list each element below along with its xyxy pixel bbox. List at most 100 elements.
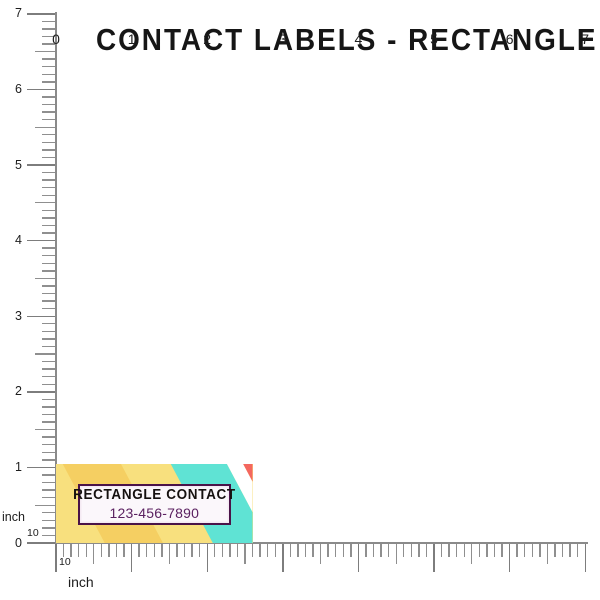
vertical-ruler-tick <box>35 126 55 128</box>
horizontal-ruler-tick <box>448 544 450 557</box>
horizontal-ruler-tick <box>471 544 473 564</box>
horizontal-ruler-tick <box>85 544 87 557</box>
horizontal-ruler-tick <box>274 544 276 557</box>
horizontal-ruler-tick <box>493 544 496 557</box>
horizontal-ruler-tick <box>319 544 322 564</box>
vertical-ruler-tick <box>35 428 55 431</box>
vertical-ruler-tick <box>42 481 55 484</box>
horizontal-ruler-tick <box>259 544 261 557</box>
horizontal-ruler-tick <box>418 544 420 557</box>
vertical-ruler-tick <box>27 164 55 166</box>
horizontal-ruler-tick <box>524 544 526 557</box>
vertical-ruler-spine <box>55 12 57 543</box>
horizontal-ruler-tick <box>335 544 337 557</box>
horizontal-ruler-tick <box>176 544 178 557</box>
vertical-ruler-tick <box>42 96 55 98</box>
vertical-ruler-tick <box>42 73 55 75</box>
vertical-ruler-tick <box>42 156 55 159</box>
horizontal-ruler-tick <box>539 544 541 557</box>
label-inner-box: RECTANGLE CONTACT 123-456-7890 <box>73 483 235 525</box>
vertical-ruler-number: 1 <box>15 459 22 474</box>
horizontal-ruler-tick <box>478 544 481 557</box>
vertical-ruler-unit-label: inch <box>2 510 25 524</box>
horizontal-ruler-tick <box>206 544 209 572</box>
vertical-ruler-tick <box>42 149 55 151</box>
vertical-ruler-tick <box>42 81 55 83</box>
horizontal-ruler-tick <box>350 544 352 557</box>
vertical-ruler-tick <box>42 451 55 453</box>
label-phone-number: 123-456-7890 <box>109 504 200 521</box>
vertical-ruler-tick <box>42 307 55 310</box>
horizontal-ruler-tick <box>138 544 140 557</box>
vertical-ruler-tick <box>42 527 55 529</box>
vertical-ruler-tick <box>35 353 55 355</box>
horizontal-ruler-tick <box>146 544 148 557</box>
horizontal-ruler-tick <box>214 544 216 557</box>
horizontal-ruler-tick <box>153 544 155 557</box>
vertical-ruler-tick <box>42 360 55 363</box>
vertical-ruler-tick <box>42 209 55 212</box>
horizontal-ruler-tick <box>221 544 223 557</box>
vertical-ruler-tick <box>27 466 55 469</box>
horizontal-ruler-number: 2 <box>203 31 212 47</box>
horizontal-ruler-tick <box>115 544 118 557</box>
horizontal-ruler-tick <box>463 544 465 557</box>
vertical-ruler-tick <box>42 459 55 461</box>
vertical-ruler-tick <box>42 406 55 408</box>
vertical-ruler-tick <box>27 13 55 15</box>
vertical-ruler-number: 0 <box>15 535 22 550</box>
horizontal-ruler-tick <box>380 544 382 557</box>
vertical-ruler-number: 6 <box>15 81 22 96</box>
horizontal-ruler-tick <box>108 544 110 557</box>
vertical-ruler-tick <box>42 232 55 234</box>
horizontal-ruler-tick <box>546 544 549 564</box>
horizontal-ruler-tick <box>357 544 360 572</box>
vertical-ruler-tick <box>42 338 55 340</box>
horizontal-ruler-tick <box>297 544 299 557</box>
vertical-ruler-tick <box>42 512 55 514</box>
horizontal-ruler-tick <box>198 544 201 557</box>
horizontal-ruler-tick <box>501 544 503 557</box>
horizontal-ruler-number: 0 <box>52 31 60 47</box>
vertical-ruler-tick <box>42 345 55 348</box>
vertical-ruler-tick <box>27 315 55 318</box>
vertical-ruler-tick <box>42 58 55 60</box>
vertical-ruler-tick <box>27 88 55 91</box>
vertical-ruler-tick <box>42 474 55 476</box>
vertical-ruler-tick <box>42 496 55 499</box>
vertical-ruler-tick <box>42 534 55 537</box>
horizontal-ruler-tick <box>130 544 133 572</box>
horizontal-ruler-tick <box>70 544 72 557</box>
vertical-ruler-tick <box>42 20 55 23</box>
vertical-ruler-tick <box>27 542 55 544</box>
horizontal-ruler-tick <box>561 544 564 557</box>
horizontal-ruler-tick <box>168 544 171 564</box>
horizontal-ruler-tick <box>191 544 193 557</box>
vertical-ruler-tick <box>42 292 55 295</box>
vertical-ruler-subdivision-label: 10 <box>27 527 39 539</box>
vertical-ruler-tick <box>42 103 55 106</box>
horizontal-ruler-tick <box>312 544 314 557</box>
vertical-ruler-tick <box>42 262 55 264</box>
vertical-ruler-tick <box>42 375 55 378</box>
horizontal-ruler-tick <box>508 544 511 572</box>
vertical-ruler-tick <box>42 179 55 181</box>
horizontal-ruler-tick <box>183 544 186 557</box>
horizontal-ruler-tick <box>244 544 246 564</box>
horizontal-ruler-tick <box>395 544 397 564</box>
vertical-ruler-tick <box>42 413 55 416</box>
horizontal-ruler-number: 4 <box>354 31 363 47</box>
horizontal-ruler-tick <box>584 544 587 572</box>
horizontal-ruler-tick <box>554 544 556 557</box>
rectangle-contact-label[interactable]: RECTANGLE CONTACT 123-456-7890 <box>56 463 253 543</box>
vertical-ruler-tick <box>42 270 55 272</box>
vertical-ruler-tick <box>42 134 55 136</box>
horizontal-ruler-tick <box>387 544 390 557</box>
vertical-ruler-tick <box>27 391 55 393</box>
horizontal-ruler-tick <box>93 544 95 564</box>
horizontal-ruler-tick <box>229 544 231 557</box>
horizontal-ruler-tick <box>55 544 57 572</box>
horizontal-ruler-tick <box>289 544 292 557</box>
vertical-ruler-tick <box>42 171 55 174</box>
vertical-ruler-tick <box>42 28 55 30</box>
